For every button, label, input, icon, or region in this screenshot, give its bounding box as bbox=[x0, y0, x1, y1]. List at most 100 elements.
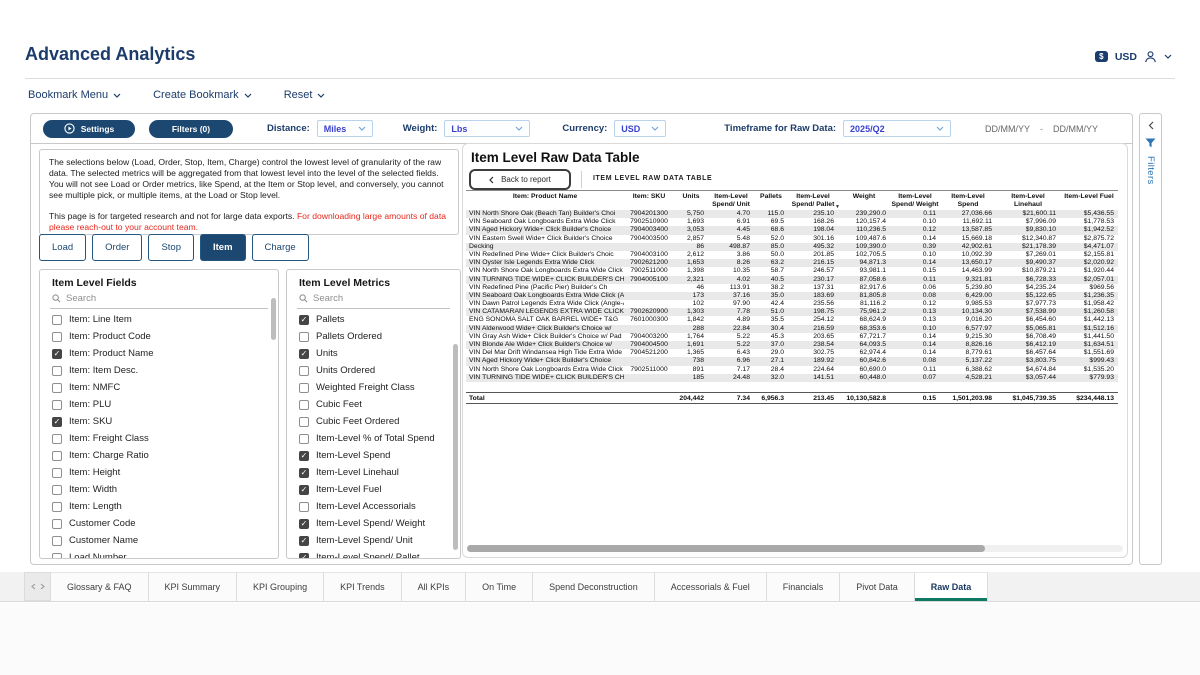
level-button-order[interactable]: Order bbox=[92, 234, 143, 261]
table-row[interactable]: VIN Redefined Pine (Pacific Pier) Builde… bbox=[466, 284, 1118, 292]
tab-all-kpis[interactable]: All KPIs bbox=[401, 572, 467, 601]
checkbox-item-item-nmfc[interactable]: Item: NMFC bbox=[40, 379, 278, 396]
column-header-weight[interactable]: Weight bbox=[852, 193, 876, 200]
tab-kpi-grouping[interactable]: KPI Grouping bbox=[237, 572, 325, 601]
date-to-input[interactable]: DD/MM/YY bbox=[1053, 123, 1099, 134]
user-icon[interactable] bbox=[1144, 50, 1157, 63]
filter-funnel-icon[interactable] bbox=[1145, 138, 1156, 148]
level-button-item[interactable]: Item bbox=[199, 234, 246, 261]
currency-exchange-icon[interactable]: $ bbox=[1094, 51, 1108, 62]
column-header-item-level-spend[interactable]: Item-Level Spend bbox=[951, 193, 985, 208]
table-horizontal-scrollbar-thumb[interactable] bbox=[467, 545, 985, 552]
metrics-search-input[interactable]: Search bbox=[297, 291, 450, 309]
tab-on-time[interactable]: On Time bbox=[466, 572, 534, 601]
checkbox-checked[interactable]: ✓ bbox=[299, 484, 309, 495]
bookmark-create-bookmark[interactable]: Create Bookmark bbox=[153, 89, 252, 101]
checkbox-unchecked[interactable] bbox=[299, 501, 309, 512]
tab-raw-data[interactable]: Raw Data bbox=[914, 572, 989, 601]
checkbox-checked[interactable]: ✓ bbox=[299, 552, 309, 558]
level-button-charge[interactable]: Charge bbox=[251, 234, 309, 261]
distance-dropdown[interactable]: Miles bbox=[316, 120, 373, 137]
checkbox-unchecked[interactable] bbox=[299, 382, 309, 393]
tab-glossary-faq[interactable]: Glossary & FAQ bbox=[51, 572, 149, 601]
checkbox-item-units[interactable]: ✓ Units bbox=[287, 345, 460, 362]
checkbox-unchecked[interactable] bbox=[52, 450, 62, 461]
header-currency-label[interactable]: USD bbox=[1114, 50, 1137, 63]
checkbox-item-item-line-item[interactable]: Item: Line Item bbox=[40, 311, 278, 328]
checkbox-unchecked[interactable] bbox=[52, 552, 62, 558]
tab-accessorials-fuel[interactable]: Accessorials & Fuel bbox=[654, 572, 767, 601]
column-header-item-level-spend-pallet[interactable]: Item-Level Spend/ Pallet ▼ bbox=[791, 193, 840, 210]
table-row[interactable]: ENG SONOMA SALT OAK BARREL WIDE+ T&G 7601… bbox=[466, 316, 1118, 324]
column-header-item-level-spend-weight[interactable]: Item-Level Spend/ Weight bbox=[891, 193, 939, 208]
tab-spend-deconstruction[interactable]: Spend Deconstruction bbox=[533, 572, 655, 601]
checkbox-item-cubic-feet[interactable]: Cubic Feet bbox=[287, 396, 460, 413]
table-crumb-tab[interactable]: ITEM LEVEL RAW DATA TABLE bbox=[593, 175, 713, 182]
level-button-load[interactable]: Load bbox=[39, 234, 87, 261]
table-row[interactable]: VIN TURNING TIDE WIDE+ CLICK BUILDER'S C… bbox=[466, 275, 1118, 284]
fields-scrollbar[interactable] bbox=[271, 298, 276, 340]
checkbox-checked[interactable]: ✓ bbox=[299, 314, 309, 325]
checkbox-unchecked[interactable] bbox=[299, 433, 309, 444]
checkbox-item-customer-code[interactable]: Customer Code bbox=[40, 515, 278, 532]
table-row[interactable]: VIN Seaboard Oak Longboards Extra Wide C… bbox=[466, 218, 1118, 226]
filters-button[interactable]: Filters (0) bbox=[149, 119, 233, 138]
checkbox-item-item-height[interactable]: Item: Height bbox=[40, 464, 278, 481]
table-row[interactable]: VIN Eastern Swell Wide+ Click Builder's … bbox=[466, 235, 1118, 243]
checkbox-unchecked[interactable] bbox=[52, 365, 62, 376]
checkbox-checked[interactable]: ✓ bbox=[299, 467, 309, 478]
checkbox-unchecked[interactable] bbox=[299, 331, 309, 342]
table-row[interactable]: VIN North Shore Oak Longboards Extra Wid… bbox=[466, 366, 1118, 374]
checkbox-item-pallets-ordered[interactable]: Pallets Ordered bbox=[287, 328, 460, 345]
table-row[interactable]: VIN CATAMARAN LEGENDS EXTRA WIDE CLICK 79… bbox=[466, 308, 1118, 317]
bookmark-reset[interactable]: Reset bbox=[284, 89, 326, 101]
checkbox-unchecked[interactable] bbox=[52, 433, 62, 444]
checkbox-checked[interactable]: ✓ bbox=[299, 535, 309, 546]
checkbox-unchecked[interactable] bbox=[52, 484, 62, 495]
table-row[interactable]: VIN Del Mar Drift Windansea High Tide Ex… bbox=[466, 349, 1118, 357]
checkbox-unchecked[interactable] bbox=[52, 535, 62, 546]
metrics-scrollbar[interactable] bbox=[453, 344, 458, 550]
checkbox-item-units-ordered[interactable]: Units Ordered bbox=[287, 362, 460, 379]
checkbox-item-item-level-of-total-spend[interactable]: Item-Level % of Total Spend bbox=[287, 430, 460, 447]
bookmark-bookmark-menu[interactable]: Bookmark Menu bbox=[28, 89, 121, 101]
checkbox-item-cubic-feet-ordered[interactable]: Cubic Feet Ordered bbox=[287, 413, 460, 430]
checkbox-item-item-sku[interactable]: ✓ Item: SKU bbox=[40, 413, 278, 430]
table-row[interactable]: VIN Seaboard Oak Longboards Extra Wide C… bbox=[466, 291, 1118, 301]
checkbox-unchecked[interactable] bbox=[52, 501, 62, 512]
table-horizontal-scrollbar-track[interactable] bbox=[467, 545, 1123, 552]
table-row[interactable]: VIN Alderwood Wide+ Click Builder's Choi… bbox=[466, 324, 1118, 333]
checkbox-unchecked[interactable] bbox=[299, 399, 309, 410]
checkbox-item-item-level-accessorials[interactable]: Item-Level Accessorials bbox=[287, 498, 460, 515]
checkbox-item-item-plu[interactable]: Item: PLU bbox=[40, 396, 278, 413]
tab-pivot-data[interactable]: Pivot Data bbox=[840, 572, 915, 601]
table-row[interactable]: VIN North Shore Oak Longboards Extra Wid… bbox=[466, 267, 1118, 275]
checkbox-unchecked[interactable] bbox=[52, 467, 62, 478]
tab-financials[interactable]: Financials bbox=[766, 572, 841, 601]
currency-dropdown[interactable]: USD bbox=[614, 120, 667, 137]
weight-dropdown[interactable]: Lbs bbox=[444, 120, 531, 137]
fields-search-input[interactable]: Search bbox=[50, 291, 268, 309]
checkbox-item-item-product-code[interactable]: Item: Product Code bbox=[40, 328, 278, 345]
table-row[interactable]: VIN Redefined Pine Wide+ Click Builder's… bbox=[466, 251, 1118, 259]
settings-button[interactable]: Settings bbox=[43, 119, 135, 138]
checkbox-item-item-width[interactable]: Item: Width bbox=[40, 481, 278, 498]
filters-rail-label[interactable]: Filters bbox=[1145, 156, 1156, 185]
table-row[interactable]: VIN Blonde Ale Wide+ Click Builder's Cho… bbox=[466, 341, 1118, 350]
checkbox-item-item-level-spend-weight[interactable]: ✓ Item-Level Spend/ Weight bbox=[287, 515, 460, 532]
table-row[interactable]: Decking 86 498.87 85.0 495.32 109,390.0 0.39 42… bbox=[466, 242, 1118, 251]
checkbox-item-item-item-desc[interactable]: Item: Item Desc. bbox=[40, 362, 278, 379]
column-header-item-sku[interactable]: Item: SKU bbox=[632, 193, 666, 200]
table-row[interactable]: VIN TURNING TIDE WIDE+ CLICK BUILDER'S C… bbox=[466, 373, 1118, 382]
user-menu-chevron-icon[interactable] bbox=[1164, 54, 1172, 59]
checkbox-unchecked[interactable] bbox=[299, 365, 309, 376]
checkbox-unchecked[interactable] bbox=[52, 382, 62, 393]
checkbox-checked[interactable]: ✓ bbox=[52, 416, 62, 427]
collapse-rail-chevron-icon[interactable] bbox=[1148, 121, 1154, 130]
checkbox-item-item-product-name[interactable]: ✓ Item: Product Name bbox=[40, 345, 278, 362]
column-header-units[interactable]: Units bbox=[682, 193, 700, 200]
back-to-report-button[interactable]: Back to report bbox=[469, 169, 571, 190]
checkbox-item-item-level-linehaul[interactable]: ✓ Item-Level Linehaul bbox=[287, 464, 460, 481]
checkbox-item-item-level-spend-unit[interactable]: ✓ Item-Level Spend/ Unit bbox=[287, 532, 460, 549]
checkbox-checked[interactable]: ✓ bbox=[52, 348, 62, 359]
